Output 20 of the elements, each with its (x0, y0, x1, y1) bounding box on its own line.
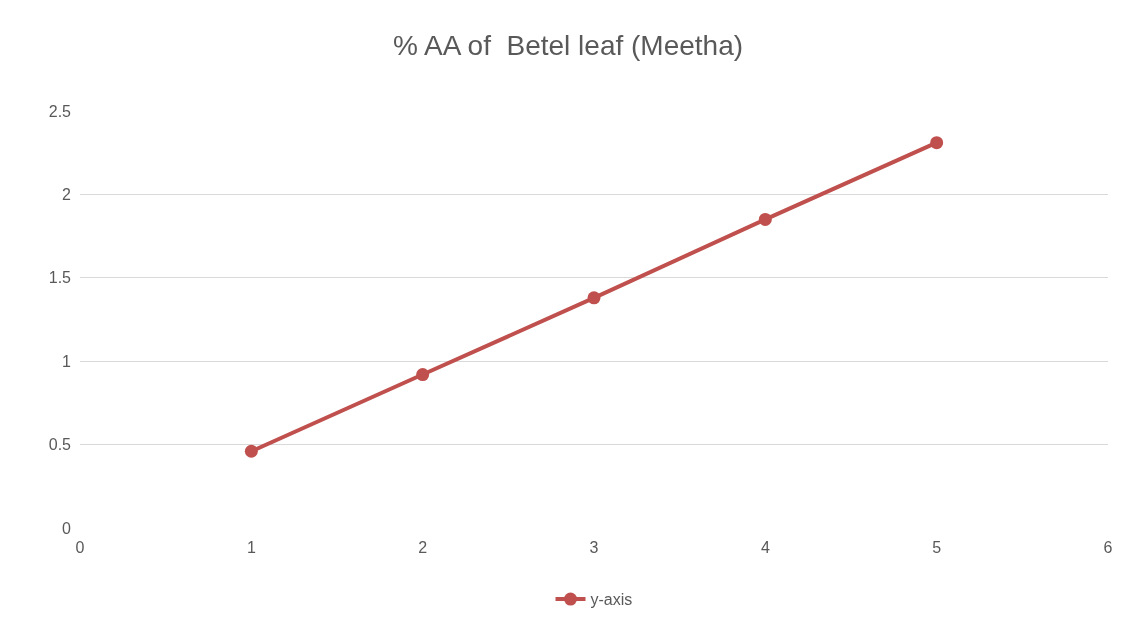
x-tick-label: 2 (418, 539, 428, 556)
x-tick-label: 6 (1103, 539, 1113, 556)
point (416, 368, 430, 382)
chart-title: % AA of Betel leaf (Meetha) (392, 29, 744, 61)
x-tick-label: 1 (246, 539, 256, 556)
y-tick-label: 1.5 (48, 269, 72, 287)
point (244, 444, 258, 458)
y-tick-label: 2 (62, 186, 72, 203)
y-tick-label: 2.5 (48, 102, 72, 120)
y-tick-label: 1 (62, 352, 72, 370)
x-tick-label: 3 (589, 539, 599, 556)
x-tick-label: 0 (75, 539, 85, 556)
y-tick-label: 0.5 (48, 436, 72, 454)
x-tick-label: 4 (760, 539, 770, 556)
point (587, 291, 601, 305)
point (930, 136, 944, 150)
point (758, 212, 772, 226)
y-tick-label: 0 (62, 519, 72, 537)
legend-label: y-axis (590, 591, 633, 609)
x-tick-label: 5 (932, 539, 942, 556)
